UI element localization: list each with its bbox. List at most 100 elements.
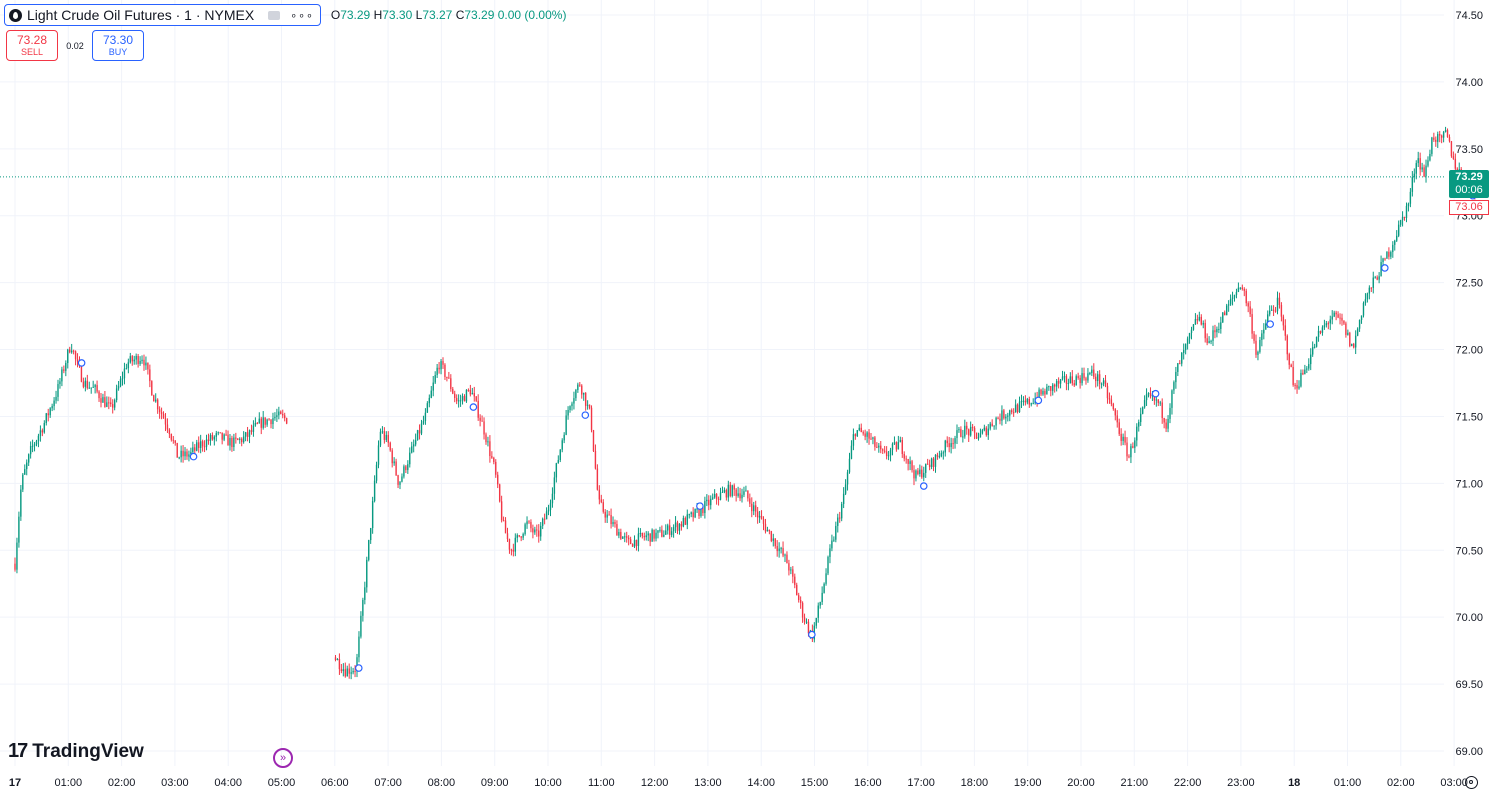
candle-body [954, 438, 956, 444]
go-to-realtime-button[interactable]: » [273, 748, 293, 768]
candle-body [420, 423, 423, 434]
candle-body [29, 446, 32, 455]
candle-body [911, 461, 913, 471]
candle-body [405, 466, 407, 471]
candle-body [788, 563, 790, 571]
candle-body [217, 432, 219, 434]
candle-body [1333, 312, 1335, 317]
candle-body [526, 521, 528, 525]
candle-body [938, 456, 941, 458]
candle-body [1153, 394, 1156, 401]
candle-body [1407, 203, 1410, 206]
time-tick-label: 17:00 [907, 777, 935, 789]
settings-gear-icon[interactable] [1465, 776, 1478, 789]
symbol-selector[interactable]: Light Crude Oil Futures · 1 · NYMEX ∘∘∘ [4, 4, 321, 26]
candle-body [469, 390, 472, 395]
visibility-icon[interactable] [268, 10, 281, 20]
candle-body [639, 533, 642, 535]
candle-body [1227, 304, 1230, 306]
candle-body [1339, 317, 1341, 319]
candle-body [403, 466, 405, 477]
bar-countdown: 00:06 [1455, 184, 1483, 196]
candle-body [1349, 332, 1351, 347]
candle-body [727, 484, 730, 498]
candle-body [1444, 130, 1447, 132]
candle-body [57, 384, 59, 397]
candle-body [1366, 293, 1369, 300]
candle-body [837, 517, 839, 526]
candle-body [672, 527, 675, 532]
candle-body [430, 390, 432, 398]
candle-body [67, 349, 69, 364]
candlestick-series [14, 126, 1482, 680]
candle-body [1102, 380, 1105, 384]
event-marker [1381, 264, 1389, 272]
candle-body [1274, 310, 1277, 312]
candle-body [844, 484, 847, 494]
candle-body [833, 539, 835, 541]
candle-body [848, 458, 851, 473]
candle-body [1143, 400, 1146, 408]
candle-body [1009, 410, 1011, 416]
candle-body [463, 396, 466, 402]
last-price-value: 73.29 [1455, 171, 1483, 183]
candle-body [991, 423, 993, 427]
time-tick-label: 18:00 [961, 777, 989, 789]
candle-body [1409, 191, 1412, 204]
candle-body [45, 413, 47, 424]
candle-body [770, 531, 773, 541]
candle-body [1167, 418, 1169, 429]
candle-body [129, 356, 132, 363]
candle-body [1001, 410, 1003, 421]
candle-body [1122, 436, 1124, 441]
candle-body [172, 439, 175, 441]
candle-body [43, 423, 46, 433]
candle-body [1341, 317, 1343, 321]
candle-body [876, 446, 878, 448]
candle-body [112, 404, 114, 408]
candle-body [416, 430, 419, 441]
candle-body [209, 435, 212, 442]
candle-body [14, 563, 16, 570]
candle-body [921, 469, 923, 478]
candle-body [371, 501, 374, 529]
candle-body [944, 440, 946, 453]
candle-body [135, 355, 137, 360]
candle-body [1126, 442, 1128, 457]
candle-body [739, 493, 741, 499]
candle-body [790, 569, 792, 571]
candle-body [907, 458, 909, 464]
candle-body [242, 436, 245, 443]
candle-body [796, 584, 798, 596]
price-tick-label: 69.00 [1455, 746, 1483, 758]
candle-body [878, 445, 880, 448]
candle-body [389, 442, 391, 451]
buy-button[interactable]: 73.30 BUY [92, 30, 144, 61]
candle-body [153, 395, 155, 402]
candle-body [1298, 386, 1300, 389]
candle-body [268, 419, 270, 421]
candle-body [196, 442, 198, 451]
time-tick-label: 02:00 [1387, 777, 1415, 789]
candle-body [1372, 277, 1374, 288]
candle-body [721, 491, 724, 493]
tradingview-logo[interactable]: 17 TradingView [8, 740, 144, 763]
sell-button[interactable]: 73.28 SELL [6, 30, 58, 61]
candle-body [1061, 376, 1064, 380]
candle-body [1362, 303, 1365, 316]
event-marker [354, 664, 363, 672]
candle-body [340, 669, 343, 672]
candle-body [1136, 426, 1138, 441]
candle-body [422, 420, 425, 424]
candle-body [1024, 400, 1027, 403]
candle-body [1050, 386, 1052, 391]
candle-body [1132, 446, 1134, 448]
candle-body [1272, 309, 1275, 311]
candle-body [1354, 335, 1357, 348]
candle-body [166, 424, 169, 430]
candle-body [397, 475, 399, 485]
candle-body [969, 426, 972, 436]
candle-body [20, 489, 22, 517]
more-options-icon[interactable]: ∘∘∘ [290, 9, 314, 22]
